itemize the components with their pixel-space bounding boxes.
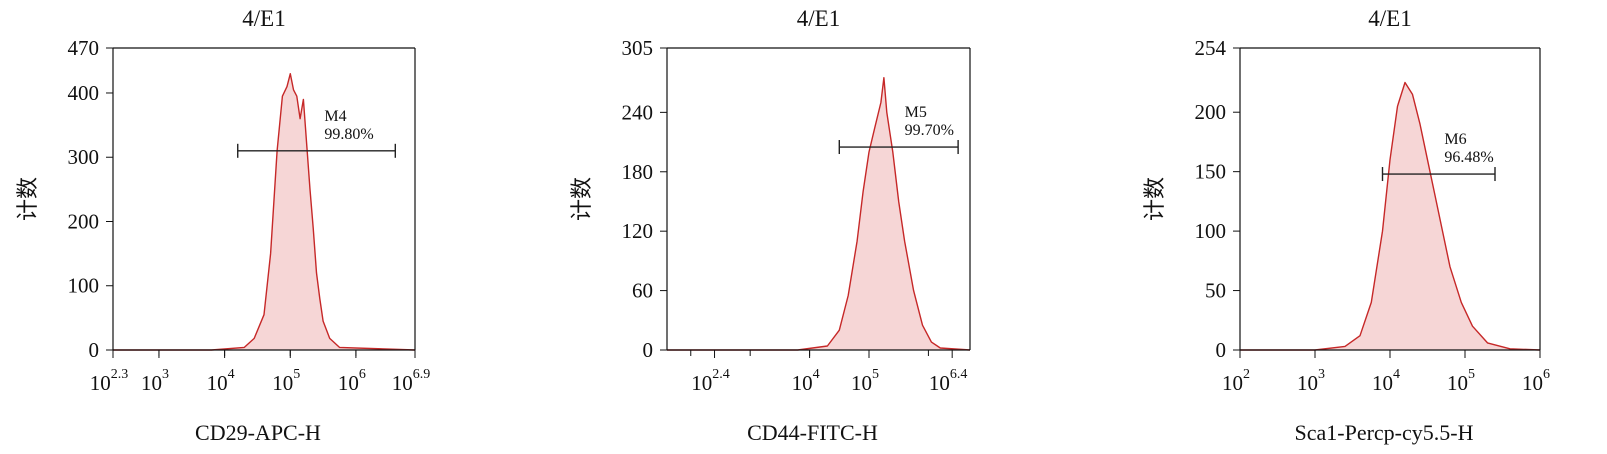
y-axis-label: 计数 [15, 177, 40, 221]
x-tick-label: 104 [207, 367, 235, 395]
histogram-line [667, 77, 971, 351]
y-tick-label: 254 [1195, 36, 1227, 60]
x-axis-label: CD29-APC-H [195, 420, 321, 445]
y-tick-label: 60 [632, 279, 653, 303]
y-tick-label: 120 [622, 219, 654, 243]
y-tick-label: 300 [68, 145, 100, 169]
histogram-area [1240, 82, 1540, 350]
panel-title: 4/E1 [797, 6, 840, 31]
x-tick-label: 102 [1222, 367, 1250, 395]
y-tick-label: 470 [68, 36, 100, 60]
x-tick-label: 103 [1297, 367, 1325, 395]
gate-name: M4 [324, 108, 346, 125]
gate-percent: 99.70% [905, 122, 954, 139]
y-tick-label: 50 [1205, 279, 1226, 303]
x-tick-label: 106 [338, 367, 366, 395]
y-tick-label: 150 [1195, 160, 1227, 184]
x-tick-label: 102.4 [691, 367, 730, 395]
histogram-area [667, 77, 970, 350]
y-tick-label: 200 [68, 209, 100, 233]
x-axis-label: Sca1-Percp-cy5.5-H [1295, 420, 1474, 445]
histogram-panel-cd44: 0 60 120 180 240 305 102.4 104 105 106.4 4/E1 CD44-… [569, 6, 971, 445]
x-tick-label: 103 [141, 367, 169, 395]
y-tick-label: 0 [1216, 338, 1227, 362]
y-axis-label: 计数 [1142, 177, 1167, 221]
histogram-line [113, 73, 416, 351]
y-tick-label: 400 [68, 81, 100, 105]
y-tick-label: 100 [68, 274, 100, 298]
y-tick-label: 180 [622, 160, 654, 184]
histogram-panel-sca1: 0 50 100 150 200 254 102 103 104 105 106 4/E1 Sca1-P… [1142, 6, 1550, 445]
panel-title: 4/E1 [242, 6, 285, 31]
y-tick-label: 100 [1195, 219, 1227, 243]
histogram-panel-cd29: 0 100 200 300 400 470 102.3 103 104 105 106 106.9 4/… [15, 6, 430, 445]
x-tick-label: 102.3 [90, 367, 129, 395]
y-tick-label: 240 [622, 100, 654, 124]
gate-name: M6 [1444, 131, 1466, 148]
x-tick-label: 104 [792, 367, 820, 395]
x-axis-label: CD44-FITC-H [747, 420, 878, 445]
panel-title: 4/E1 [1368, 6, 1411, 31]
x-tick-label: 105 [1447, 367, 1475, 395]
y-tick-label: 305 [622, 36, 654, 60]
y-tick-label: 0 [643, 338, 654, 362]
gate-name: M5 [905, 104, 927, 121]
x-tick-label: 106 [1522, 367, 1550, 395]
y-tick-label: 200 [1195, 100, 1227, 124]
x-tick-label: 105 [851, 367, 879, 395]
x-tick-label: 105 [272, 367, 300, 395]
histogram-line [1240, 81, 1541, 351]
y-axis-label: 计数 [569, 177, 594, 221]
x-tick-label: 106.9 [392, 367, 431, 395]
x-tick-label: 104 [1372, 367, 1400, 395]
gate-percent: 96.48% [1444, 149, 1493, 166]
y-tick-label: 0 [89, 338, 100, 362]
x-tick-label: 106.4 [929, 367, 968, 395]
gate-percent: 99.80% [324, 126, 373, 143]
